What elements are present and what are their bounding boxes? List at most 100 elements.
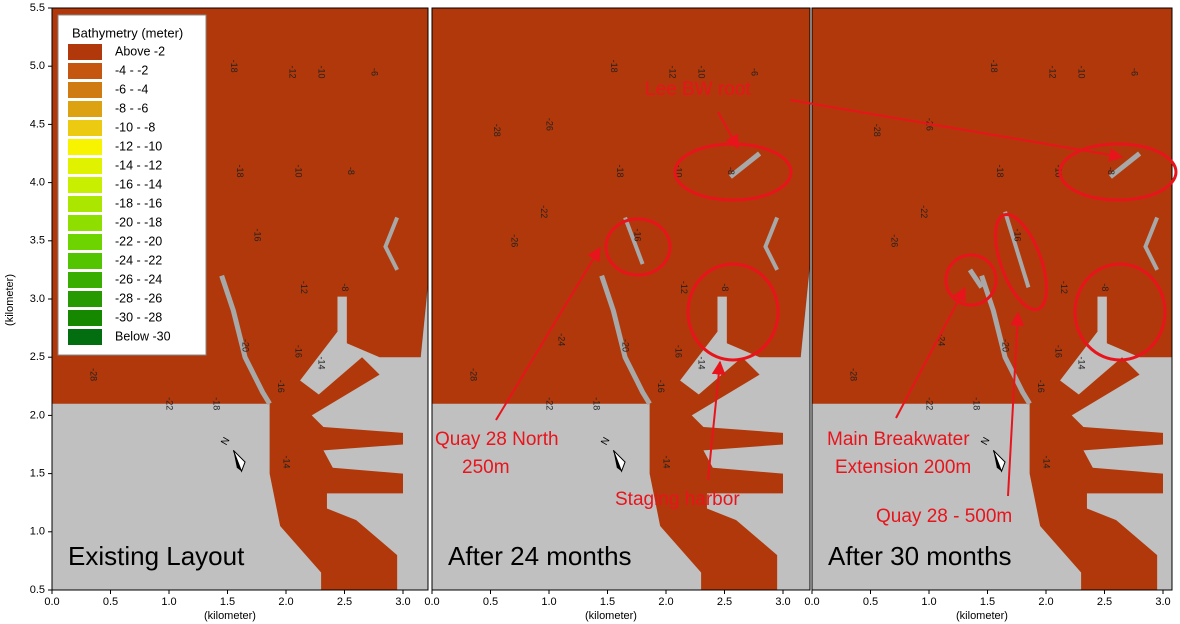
contour-label: -22 — [165, 397, 175, 410]
legend-label: -14 - -12 — [115, 158, 162, 172]
y-tick-label: 1.0 — [30, 526, 45, 538]
contour-label: -28 — [872, 124, 882, 137]
contour-label: -16 — [276, 380, 286, 393]
legend-swatch — [68, 196, 102, 212]
contour-label: -20 — [621, 339, 631, 352]
contour-label: -20 — [1001, 339, 1011, 352]
y-tick-label: 5.5 — [30, 2, 45, 14]
legend-label: -26 - -24 — [115, 272, 162, 286]
annotation: Staging harbor — [615, 489, 740, 510]
contour-label: -18 — [989, 60, 999, 73]
contour-label: -16 — [673, 345, 683, 358]
y-tick-label: 4.5 — [30, 118, 45, 130]
contour-label: -6 — [749, 68, 759, 76]
y-tick-label: 4.0 — [30, 177, 45, 189]
legend-swatch — [68, 177, 102, 193]
contour-label: -14 — [697, 357, 707, 370]
map-panel: -18-12-10-6-18-10-8-16-12-8-16-14-16-14-… — [409, 0, 830, 602]
contour-label: -20 — [241, 339, 251, 352]
legend-label: -28 - -26 — [115, 291, 162, 305]
contour-label: -14 — [1077, 357, 1087, 370]
x-tick-label: 0.0 — [424, 596, 439, 608]
y-tick-label: 3.0 — [30, 293, 45, 305]
legend-swatch — [68, 82, 102, 98]
legend-label: -18 - -16 — [115, 196, 162, 210]
x-tick-label: 0.0 — [44, 596, 59, 608]
contour-label: -12 — [679, 281, 689, 294]
legend-label: -16 - -14 — [115, 177, 162, 191]
contour-label: -16 — [1053, 345, 1063, 358]
legend-label: -22 - -20 — [115, 234, 162, 248]
x-tick-label: 2.5 — [337, 596, 352, 608]
x-tick-label: 1.5 — [220, 596, 235, 608]
contour-label: -14 — [282, 455, 292, 468]
x-tick-label: 1.5 — [600, 596, 615, 608]
x-tick-label: 0.5 — [103, 596, 118, 608]
contour-label: -18 — [235, 164, 245, 177]
contour-label: -14 — [1042, 455, 1052, 468]
annotation: Main Breakwater — [827, 429, 970, 450]
contour-label: -28 — [849, 368, 859, 381]
legend-swatch — [68, 234, 102, 250]
x-tick-label: 2.0 — [658, 596, 673, 608]
x-axis-label: (kilometer) — [204, 610, 256, 622]
annotation: Quay 28 North — [435, 429, 559, 450]
contour-label: -12 — [1059, 281, 1069, 294]
contour-label: -28 — [492, 124, 502, 137]
contour-label: -16 — [1012, 228, 1022, 241]
y-tick-label: 2.5 — [30, 351, 45, 363]
x-tick-label: 0.0 — [804, 596, 819, 608]
contour-label: -8 — [1106, 167, 1116, 175]
contour-label: -6 — [1129, 68, 1139, 76]
contour-label: -8 — [1100, 283, 1110, 291]
x-axis-label: (kilometer) — [585, 610, 637, 622]
contour-label: -8 — [720, 283, 730, 291]
legend-label: -10 - -8 — [115, 120, 155, 134]
contour-label: -12 — [1047, 66, 1057, 79]
legend-swatch — [68, 158, 102, 174]
contour-label: -28 — [89, 368, 99, 381]
annotation: Extension 200m — [835, 457, 971, 478]
x-tick-label: 0.5 — [483, 596, 498, 608]
x-tick-label: 0.5 — [863, 596, 878, 608]
contour-label: -22 — [545, 397, 555, 410]
y-tick-label: 3.5 — [30, 235, 45, 247]
x-axis-label: (kilometer) — [956, 610, 1008, 622]
contour-label: -16 — [632, 228, 642, 241]
contour-label: -14 — [317, 357, 327, 370]
contour-label: -18 — [971, 397, 981, 410]
contour-label: -18 — [995, 164, 1005, 177]
legend-swatch — [68, 120, 102, 136]
contour-label: -26 — [545, 118, 555, 131]
legend-swatch — [68, 272, 102, 288]
legend-swatch — [68, 63, 102, 79]
x-tick-label: 2.5 — [1097, 596, 1112, 608]
contour-label: -16 — [656, 380, 666, 393]
legend-label: -12 - -10 — [115, 139, 162, 153]
contour-label: -18 — [211, 397, 221, 410]
y-tick-label: 1.5 — [30, 468, 45, 480]
contour-label: -26 — [510, 234, 520, 247]
legend-label: -20 - -18 — [115, 215, 162, 229]
legend-swatch — [68, 215, 102, 231]
legend-label: -4 - -2 — [115, 63, 148, 77]
contour-label: -10 — [1077, 66, 1087, 79]
x-tick-label: 3.0 — [1155, 596, 1170, 608]
contour-label: -22 — [539, 205, 549, 218]
x-tick-label: 2.0 — [278, 596, 293, 608]
annotation: 250m — [462, 457, 510, 478]
contour-label: -24 — [556, 333, 566, 346]
legend-label: Below -30 — [115, 329, 171, 343]
contour-label: -18 — [229, 60, 239, 73]
y-tick-label: 2.0 — [30, 409, 45, 421]
legend-label: -30 - -28 — [115, 310, 162, 324]
panel-label: Existing Layout — [68, 541, 245, 571]
contour-label: -10 — [293, 164, 303, 177]
legend-label: -6 - -4 — [115, 82, 148, 96]
legend-title: Bathymetry (meter) — [72, 25, 183, 40]
contour-label: -16 — [1036, 380, 1046, 393]
contour-label: -22 — [925, 397, 935, 410]
contour-label: -8 — [346, 167, 356, 175]
legend-swatch — [68, 329, 102, 345]
legend-swatch — [68, 291, 102, 307]
